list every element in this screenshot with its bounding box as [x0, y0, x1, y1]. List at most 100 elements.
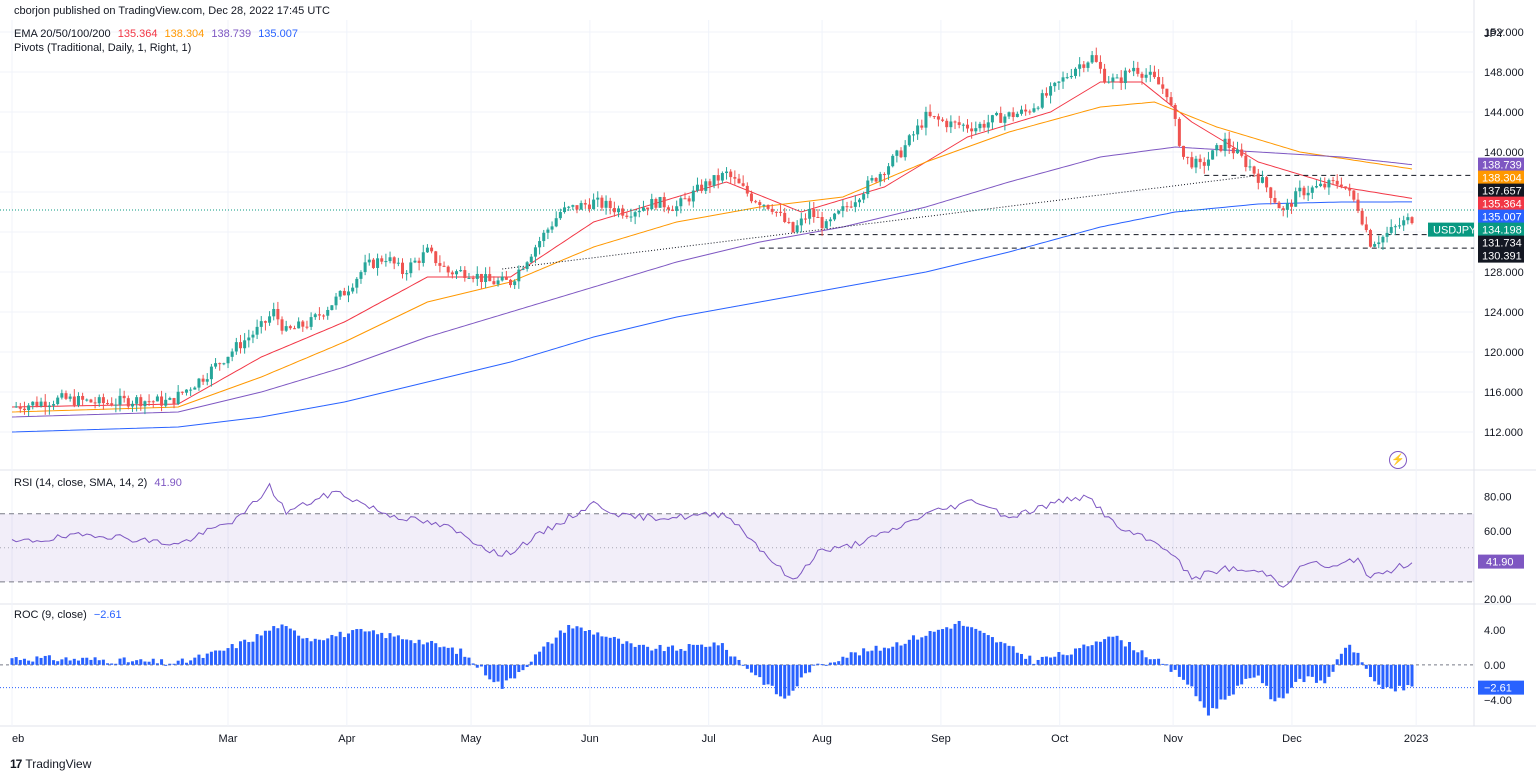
candle-body	[932, 116, 936, 118]
candle-body	[525, 262, 529, 269]
candle-body	[862, 194, 866, 200]
candle-body	[1003, 116, 1007, 123]
roc-bar	[1298, 664, 1302, 679]
rsi-tick-label: 80.00	[1484, 492, 1512, 504]
roc-bar	[891, 646, 895, 665]
candle-body	[941, 119, 945, 121]
roc-bar	[114, 663, 118, 665]
roc-bar	[633, 646, 637, 665]
time-tick-label: Oct	[1051, 733, 1068, 745]
roc-bar	[1007, 645, 1011, 665]
roc-bar	[1115, 635, 1119, 665]
roc-bar	[567, 624, 571, 665]
candle-body	[1119, 77, 1123, 84]
pivots-legend[interactable]: Pivots (Traditional, Daily, 1, Right, 1)	[14, 42, 192, 54]
candle-body	[346, 291, 350, 296]
candle-body	[725, 171, 729, 174]
roc-bar	[376, 634, 380, 665]
roc-bar	[1302, 664, 1306, 683]
candle-body	[1298, 187, 1302, 192]
roc-bar	[1327, 664, 1331, 677]
candle-body	[31, 401, 35, 406]
price-tag-bg	[1478, 222, 1524, 237]
candle-body	[226, 356, 230, 364]
roc-bar	[330, 634, 334, 665]
roc-bar	[1177, 664, 1181, 677]
roc-bar	[1393, 664, 1397, 692]
roc-bar	[504, 664, 508, 681]
roc-bar	[712, 642, 716, 665]
candle-body	[1040, 93, 1044, 108]
roc-bar	[434, 643, 438, 665]
roc-bar	[488, 664, 492, 680]
roc-bar	[363, 631, 367, 665]
candle-body	[920, 125, 924, 128]
candle-body	[367, 259, 371, 263]
candle-body	[891, 155, 895, 167]
roc-legend[interactable]: ROC (9, close) −2.61	[14, 609, 126, 621]
candle-body	[197, 378, 201, 388]
candle-body	[982, 123, 986, 128]
roc-bar	[68, 660, 72, 665]
time-tick-label: Jun	[581, 733, 599, 745]
roc-bar	[164, 664, 168, 666]
candle-body	[658, 197, 662, 208]
roc-bar	[1024, 658, 1028, 665]
candle-body	[704, 181, 708, 191]
candle-body	[666, 207, 670, 210]
roc-bar	[1306, 664, 1310, 677]
candle-body	[949, 121, 953, 128]
symbol-tag-label: USDJPY	[1433, 225, 1477, 237]
roc-bar	[205, 653, 209, 665]
candle-body	[795, 225, 799, 233]
candle-body	[209, 366, 213, 380]
price-tag-value: 134.198	[1482, 225, 1522, 237]
candle-body	[126, 398, 130, 407]
candle-body	[1173, 105, 1177, 119]
candle-body	[292, 328, 296, 330]
candle-body	[1148, 71, 1152, 75]
roc-bar	[43, 655, 47, 665]
candle-body	[1123, 70, 1127, 84]
roc-bar	[72, 658, 76, 665]
ema-legend[interactable]: EMA 20/50/100/200 135.364 138.304 138.73…	[14, 28, 302, 40]
roc-bar	[326, 638, 330, 665]
roc-bar	[637, 644, 641, 665]
price-tag-value: 135.364	[1482, 199, 1522, 211]
candle-body	[741, 183, 745, 186]
roc-bar	[359, 628, 363, 665]
roc-bar	[238, 641, 242, 665]
candle-body	[496, 280, 500, 285]
roc-bar	[629, 643, 633, 665]
roc-bar	[1406, 664, 1410, 686]
roc-bar	[168, 663, 172, 665]
lightning-icon[interactable]: ⚡	[1389, 451, 1407, 469]
candle-body	[899, 150, 903, 158]
candle-body	[442, 265, 446, 267]
candle-body	[463, 270, 467, 278]
roc-bar	[1364, 664, 1368, 669]
candle-body	[450, 272, 454, 275]
candle-body	[484, 274, 488, 282]
tradingview-brand[interactable]: 17 TradingView	[10, 757, 91, 771]
candle-body	[1281, 208, 1285, 210]
roc-bar	[1015, 652, 1019, 665]
roc-bar	[272, 626, 276, 665]
roc-bar	[388, 633, 392, 665]
roc-bar	[824, 664, 828, 666]
price-tick-label: 124.000	[1484, 307, 1524, 319]
roc-value: −2.61	[93, 609, 122, 621]
roc-bar	[787, 664, 791, 696]
candle-body	[799, 218, 803, 226]
roc-bar	[754, 664, 758, 676]
candle-body	[604, 200, 608, 208]
roc-bar	[1290, 664, 1294, 688]
rsi-legend[interactable]: RSI (14, close, SMA, 14, 2) 41.90	[14, 477, 186, 489]
roc-bar	[355, 629, 359, 665]
roc-bar	[720, 643, 724, 665]
roc-bar	[837, 661, 841, 665]
roc-bar	[857, 655, 861, 665]
roc-bar	[193, 657, 197, 665]
candle-body	[272, 308, 276, 317]
